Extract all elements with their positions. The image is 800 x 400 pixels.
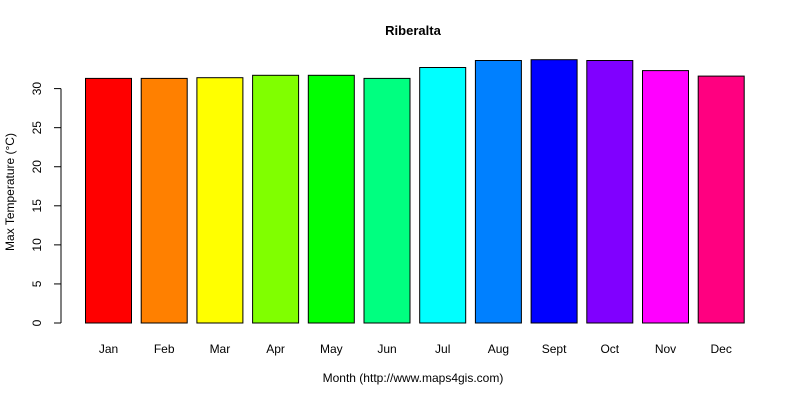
x-tick-label-oct: Oct xyxy=(600,342,619,356)
x-tick-label-may: May xyxy=(320,342,343,356)
bar-sept xyxy=(530,59,578,324)
x-axis-title: Month (http://www.maps4gis.com) xyxy=(323,371,504,385)
y-tick-label-30: 30 xyxy=(30,82,44,96)
y-tick-label-20: 20 xyxy=(30,160,44,174)
bar-apr xyxy=(252,74,300,324)
y-tick-label-15: 15 xyxy=(30,199,44,213)
bar-jul xyxy=(419,67,467,324)
bar-jun xyxy=(363,77,411,324)
x-tick-label-apr: Apr xyxy=(266,342,285,356)
x-tick-label-nov: Nov xyxy=(655,342,676,356)
y-tick-label-5: 5 xyxy=(30,280,44,287)
y-tick-label-25: 25 xyxy=(30,121,44,135)
bar-mar xyxy=(196,77,244,324)
x-tick-label-jul: Jul xyxy=(435,342,450,356)
x-tick-label-aug: Aug xyxy=(488,342,509,356)
bars-group xyxy=(85,59,745,324)
x-tick-label-sept: Sept xyxy=(542,342,567,356)
bar-jan xyxy=(85,77,132,324)
y-tick-label-10: 10 xyxy=(30,238,44,252)
x-axis-labels: Jan Feb Mar Apr May Jun Jul Aug Sept Oct Nov Dec xyxy=(99,342,732,356)
bar-may xyxy=(307,74,355,324)
x-tick-label-jun: Jun xyxy=(377,342,396,356)
bar-feb xyxy=(140,77,188,324)
x-tick-label-mar: Mar xyxy=(210,342,231,356)
bar-nov xyxy=(642,70,689,324)
bar-aug xyxy=(474,60,522,324)
chart-title: Riberalta xyxy=(385,23,441,38)
x-tick-label-dec: Dec xyxy=(711,342,732,356)
bar-dec xyxy=(697,75,745,324)
x-tick-label-jan: Jan xyxy=(99,342,118,356)
y-tick-label-0: 0 xyxy=(30,319,44,326)
bar-oct xyxy=(586,60,634,324)
x-tick-label-feb: Feb xyxy=(154,342,175,356)
y-axis: 0 5 10 15 20 25 30 xyxy=(30,82,62,326)
y-axis-title: Max Temperature (°C) xyxy=(3,133,17,251)
